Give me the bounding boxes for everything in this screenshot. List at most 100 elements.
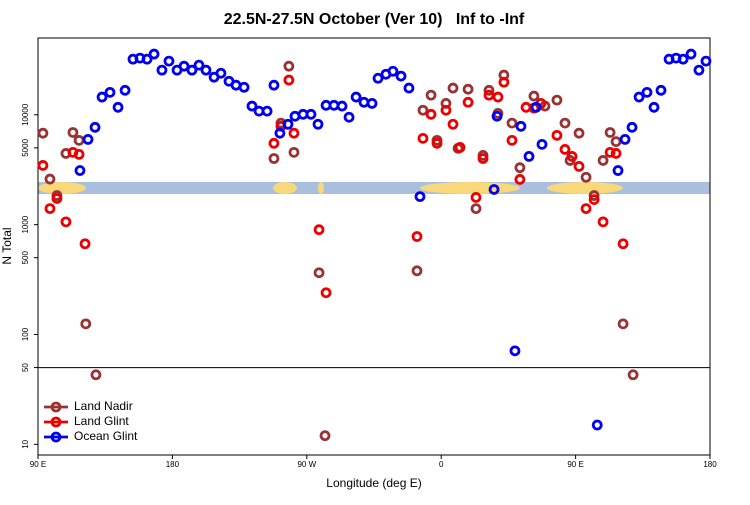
point bbox=[491, 110, 503, 122]
point bbox=[454, 141, 466, 153]
y-axis-label: N Total bbox=[0, 227, 14, 264]
x-axis-label: Longitude (deg E) bbox=[326, 476, 421, 490]
point bbox=[514, 174, 526, 185]
point bbox=[343, 111, 355, 123]
point bbox=[238, 81, 250, 93]
point bbox=[641, 86, 653, 98]
point bbox=[633, 91, 645, 103]
point bbox=[559, 144, 571, 155]
legend-marker bbox=[50, 431, 62, 443]
point bbox=[617, 318, 629, 330]
point bbox=[580, 203, 592, 214]
point bbox=[677, 53, 689, 65]
point bbox=[372, 72, 384, 84]
point bbox=[274, 127, 286, 139]
point bbox=[470, 192, 482, 203]
point bbox=[193, 59, 205, 71]
point bbox=[37, 160, 49, 171]
legend-label: Land Nadir bbox=[74, 399, 133, 413]
point bbox=[588, 194, 600, 206]
point bbox=[319, 430, 331, 442]
point bbox=[604, 146, 616, 158]
chart-title: 22.5N-27.5N October (Ver 10) Inf to -Inf bbox=[224, 11, 525, 28]
point bbox=[440, 104, 452, 116]
point bbox=[395, 70, 407, 82]
point bbox=[588, 190, 600, 201]
legend-label: Ocean Glint bbox=[74, 429, 138, 443]
point bbox=[305, 108, 317, 120]
point bbox=[313, 224, 325, 236]
point bbox=[648, 101, 660, 113]
point bbox=[74, 165, 86, 176]
point bbox=[551, 129, 563, 141]
y-tick-label: 100 bbox=[21, 327, 30, 341]
point bbox=[156, 64, 168, 76]
point bbox=[498, 76, 510, 88]
point bbox=[288, 146, 300, 158]
point bbox=[551, 94, 563, 106]
point bbox=[604, 127, 616, 138]
point bbox=[477, 153, 489, 164]
plot-frame bbox=[37, 37, 711, 456]
point bbox=[626, 121, 638, 133]
point bbox=[425, 89, 437, 101]
point bbox=[44, 203, 56, 214]
legend-marker bbox=[50, 416, 62, 428]
point bbox=[619, 133, 631, 145]
point bbox=[693, 64, 705, 76]
point bbox=[268, 79, 280, 91]
y-tick-label: 10000 bbox=[21, 103, 30, 126]
point bbox=[700, 55, 712, 67]
point bbox=[425, 108, 437, 120]
point bbox=[104, 86, 116, 98]
point bbox=[246, 100, 258, 112]
point bbox=[580, 171, 592, 183]
point bbox=[573, 127, 585, 139]
point bbox=[283, 74, 295, 86]
point bbox=[44, 173, 56, 185]
point bbox=[313, 267, 325, 279]
point bbox=[80, 318, 92, 330]
point bbox=[597, 155, 609, 166]
x-tick-label: 180 bbox=[166, 460, 180, 469]
point bbox=[163, 55, 175, 67]
point bbox=[597, 216, 609, 228]
point bbox=[178, 60, 190, 72]
y-tick-label: 10 bbox=[21, 439, 30, 448]
point bbox=[89, 121, 101, 133]
point bbox=[60, 216, 72, 228]
point bbox=[447, 82, 459, 94]
point bbox=[283, 60, 295, 72]
point bbox=[573, 160, 585, 172]
x-tick-label: 90 E bbox=[567, 460, 583, 469]
point bbox=[73, 148, 85, 160]
point bbox=[617, 238, 629, 250]
point bbox=[528, 90, 540, 102]
point bbox=[403, 82, 415, 94]
point bbox=[82, 133, 94, 145]
point bbox=[261, 105, 273, 117]
point bbox=[411, 265, 423, 277]
point bbox=[79, 238, 91, 250]
point bbox=[509, 345, 521, 357]
legend-marker bbox=[50, 401, 62, 413]
y-tick-label: 5000 bbox=[21, 138, 30, 156]
point bbox=[112, 101, 124, 113]
map-strip bbox=[38, 182, 710, 194]
point bbox=[288, 127, 300, 139]
point bbox=[610, 148, 622, 159]
point bbox=[148, 48, 160, 60]
point bbox=[414, 191, 426, 202]
point bbox=[312, 118, 324, 130]
point bbox=[350, 91, 362, 103]
point bbox=[67, 127, 79, 138]
point bbox=[536, 138, 548, 150]
point bbox=[627, 369, 639, 381]
point bbox=[470, 203, 482, 214]
point bbox=[73, 134, 85, 146]
point bbox=[90, 369, 102, 381]
point bbox=[488, 184, 500, 195]
point bbox=[336, 100, 348, 112]
point bbox=[685, 48, 697, 60]
